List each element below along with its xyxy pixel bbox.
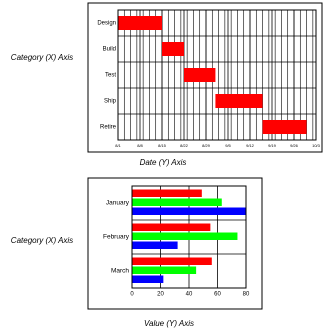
gantt-bar — [162, 42, 184, 56]
bar — [132, 198, 222, 206]
axis-title: Date (Y) Axis — [140, 158, 187, 167]
bar — [132, 232, 238, 240]
y-tick-label: Retire — [100, 125, 117, 131]
x-tick-label: 0 — [130, 292, 134, 298]
axis-title: Value (Y) Axis — [144, 319, 194, 328]
gantt-bar — [262, 120, 307, 134]
x-tick-label: 8/1 — [115, 143, 121, 148]
bar — [132, 257, 212, 265]
bar — [132, 207, 246, 215]
y-tick-label: Design — [97, 21, 116, 27]
gantt-bar — [215, 94, 263, 108]
y-tick-label: Test — [105, 73, 116, 79]
plot-border — [117, 9, 317, 141]
y-tick-label: February — [103, 234, 130, 241]
y-tick-label: March — [111, 268, 129, 275]
bar — [132, 275, 164, 283]
x-tick-label: 8/15 — [158, 143, 167, 148]
plot-border — [131, 185, 247, 289]
x-tick-label: 80 — [243, 292, 250, 298]
bar — [132, 241, 178, 249]
x-tick-label: 60 — [214, 292, 221, 298]
bar — [132, 223, 211, 231]
x-tick-label: 9/19 — [268, 143, 277, 148]
x-tick-label: 9/12 — [246, 143, 255, 148]
axis-title: Category (X) Axis — [11, 53, 73, 62]
gantt-bar — [118, 16, 162, 30]
x-tick-label: 9/5 — [225, 143, 231, 148]
x-tick-label: 20 — [157, 292, 164, 298]
axis-title: Category (X) Axis — [11, 236, 73, 245]
gantt-bar — [184, 68, 216, 82]
x-tick-label: 10/3 — [312, 143, 321, 148]
x-tick-label: 40 — [186, 292, 193, 298]
y-tick-label: Ship — [104, 99, 117, 105]
y-tick-label: Build — [103, 47, 116, 53]
bar — [132, 189, 202, 197]
y-tick-label: January — [106, 200, 130, 207]
x-tick-label: 8/22 — [180, 143, 189, 148]
x-tick-label: 9/26 — [290, 143, 299, 148]
x-tick-label: 8/8 — [137, 143, 143, 148]
x-tick-label: 8/29 — [202, 143, 211, 148]
bar — [132, 266, 197, 274]
